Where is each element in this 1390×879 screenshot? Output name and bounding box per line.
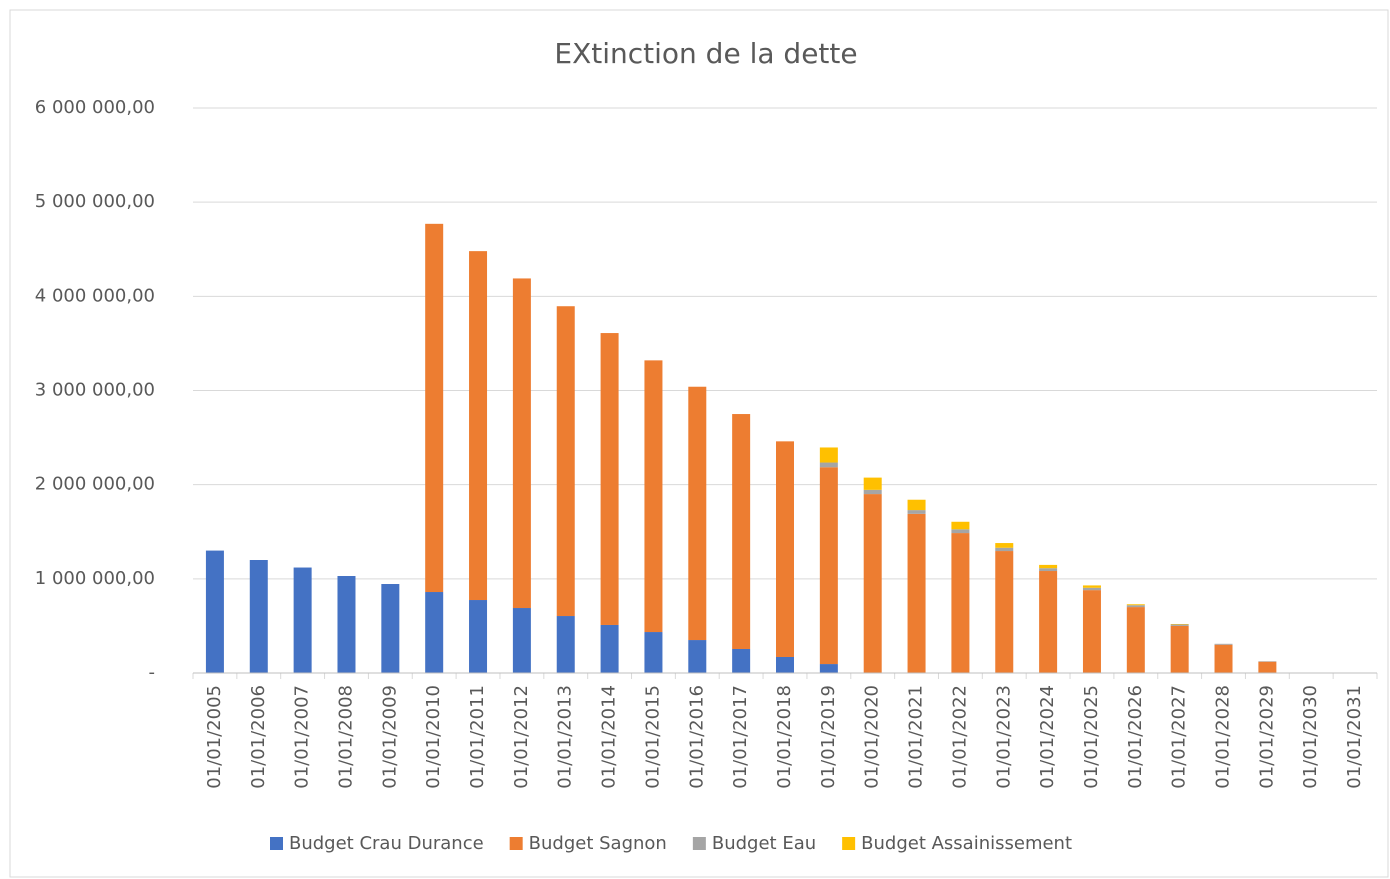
x-tick-label: 01/01/2005 [204,685,225,789]
bar-segment [644,632,663,673]
bar-segment [1126,604,1145,606]
bar-segment [1214,643,1233,645]
bar-segment [732,414,751,649]
bar-segment [1039,568,1058,572]
bar-segment [776,441,794,657]
bar-segment [1039,564,1058,569]
x-tick-label: 01/01/2012 [511,685,532,789]
x-tick-label: 01/01/2017 [730,685,751,789]
bar-segment [1258,661,1277,673]
x-tick-label: 01/01/2015 [642,685,663,789]
y-tick-label: 3 000 000,00 [35,380,155,401]
chart-title: EXtinction de la dette [554,37,857,70]
bar-segment [1214,644,1233,673]
bar-segment [819,447,838,463]
bar-segment [863,477,882,490]
bar-segment [600,624,619,673]
x-tick-label: 01/01/2018 [774,685,795,789]
x-tick-label: 01/01/2006 [248,685,269,789]
bar-segment [293,567,312,673]
x-tick-label: 01/01/2027 [1169,685,1190,789]
bar-segment [776,656,794,673]
x-tick-label: 01/01/2016 [686,685,707,789]
bar-segment [644,360,663,633]
bar-segment [337,576,356,673]
x-tick-label: 01/01/2023 [993,685,1014,789]
x-tick-label: 01/01/2030 [1300,685,1321,789]
x-tick-label: 01/01/2010 [423,685,444,789]
legend-label: Budget Eau [712,833,816,854]
bar-segment [688,640,707,673]
bar-segment [1082,587,1101,591]
bar-segment [1126,607,1145,673]
bar-segment [863,489,882,495]
bar-segment [995,551,1014,673]
y-tick-label: 1 000 000,00 [35,568,155,589]
x-tick-label: 01/01/2008 [335,685,356,789]
x-tick-label: 01/01/2028 [1213,685,1234,789]
bar-segment [688,386,707,641]
y-tick-label: 5 000 000,00 [35,191,155,212]
x-tick-label: 01/01/2024 [1037,685,1058,789]
bar-segment [995,543,1014,548]
bar-segment [819,467,838,665]
y-tick-label: - [149,662,156,683]
x-tick-label: 01/01/2025 [1081,685,1102,789]
y-tick-label: 2 000 000,00 [35,474,155,495]
x-tick-label: 01/01/2007 [292,685,313,789]
bar-segment [907,499,926,511]
legend-label: Budget Assainissement [861,833,1072,854]
legend-label: Budget Crau Durance [289,833,484,854]
bar-segment [469,251,488,601]
bar-segment [381,584,400,673]
bar-segment [1170,624,1189,626]
x-tick-label: 01/01/2011 [467,685,488,789]
legend-swatch [842,837,856,850]
bar-segment [951,521,970,530]
legend-swatch [509,837,523,850]
y-tick-label: 6 000 000,00 [35,97,155,118]
x-tick-label: 01/01/2013 [555,685,576,789]
bar-segment [556,306,575,617]
bar-segment [512,608,531,673]
bar-segment [425,592,444,673]
bar-segment [425,223,444,593]
x-tick-label: 01/01/2014 [599,685,620,789]
x-tick-label: 01/01/2022 [949,685,970,789]
x-tick-label: 01/01/2009 [379,685,400,789]
x-tick-label: 01/01/2031 [1344,685,1365,789]
bar-segment [995,547,1014,552]
bar-segment [1126,605,1145,608]
x-tick-label: 01/01/2021 [906,685,927,789]
bar-segment [951,529,970,534]
bar-segment [600,333,619,625]
bar-segment [1039,571,1058,673]
bar-segment [907,513,926,673]
bar-segment [732,648,751,673]
x-tick-label: 01/01/2029 [1256,685,1277,789]
bar-segment [1082,585,1101,588]
legend-swatch [692,837,706,850]
legend-swatch [270,837,283,850]
bar-segment [556,616,575,673]
bar-segment [1170,625,1189,673]
bar-segment [951,533,970,673]
bar-segment [819,462,838,468]
x-tick-label: 01/01/2019 [818,685,839,789]
bar-segment [249,560,268,673]
bar-segment [205,550,224,673]
bar-segment [469,600,488,673]
bar-segment [907,510,926,514]
bar-segment [512,278,531,609]
legend-label: Budget Sagnon [529,833,667,854]
bar-segment [819,664,838,673]
bar-segment [1082,590,1101,673]
x-tick-label: 01/01/2020 [862,685,883,789]
bar-segment [863,494,882,673]
y-tick-label: 4 000 000,00 [35,285,155,306]
x-tick-label: 01/01/2026 [1125,685,1146,789]
